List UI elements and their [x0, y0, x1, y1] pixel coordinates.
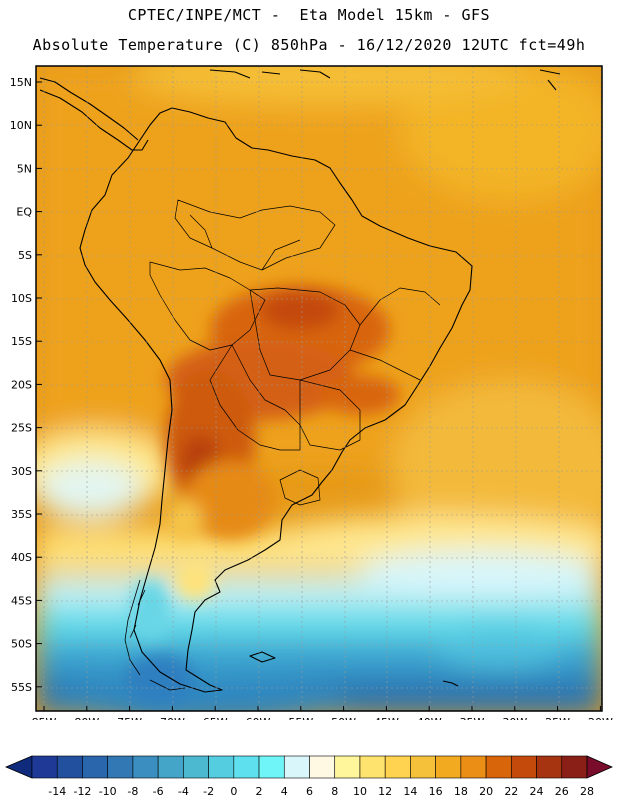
colorbar-cell [460, 755, 487, 779]
colorbar-cell [82, 755, 108, 779]
longitude-label: 70W [160, 716, 185, 720]
colorbar-cell [132, 755, 159, 779]
colorbar-cell [435, 755, 462, 779]
longitude-label: 20W [588, 716, 613, 720]
latitude-label: 10S [11, 292, 32, 305]
colorbar-label: -2 [203, 785, 214, 798]
chart-title-line-1: CPTEC/INPE/MCT - Eta Model 15km - GFS [127, 6, 491, 24]
colorbar-cell [233, 755, 260, 779]
latitude-label: 5S [18, 249, 32, 262]
colorbar-label: 26 [555, 785, 569, 798]
colorbar-label: -14 [48, 785, 66, 798]
colorbar-labels: -14 -12 -10 -8 -6 -4 -2 0 2 4 6 8 10 12 14 16 18 20 22 24 26… [48, 785, 594, 798]
latitude-label: 25S [11, 422, 32, 435]
colorbar-label: 6 [306, 785, 313, 798]
latitude-label: 30S [11, 465, 32, 478]
longitude-label: 60W [246, 716, 271, 720]
longitude-label: 85W [32, 716, 57, 720]
colorbar-label: 22 [504, 785, 518, 798]
temperature-field [36, 66, 602, 711]
colorbar-cell [309, 755, 336, 779]
colorbar-cell [334, 755, 361, 779]
colorbar-cell [485, 755, 512, 779]
colorbar-label: 8 [331, 785, 338, 798]
colorbar-label: -12 [73, 785, 91, 798]
colorbar-label: 16 [429, 785, 443, 798]
graticule [36, 66, 602, 711]
colorbar-label: 28 [580, 785, 594, 798]
colorbar-high-arrow [586, 755, 613, 779]
chile-archipelago [124, 579, 186, 691]
central-america-coast [39, 77, 149, 151]
latitude-label: 40S [11, 551, 32, 564]
colorbar-label: 12 [378, 785, 392, 798]
colorbar-label: -8 [127, 785, 138, 798]
colorbar-cell [107, 755, 134, 779]
longitude-label: 50W [331, 716, 356, 720]
latitude-label: 55S [11, 681, 32, 694]
chart-title-line-2: Absolute Temperature (C) 850hPa - 16/12/… [32, 36, 586, 54]
latitude-label: 15S [11, 335, 32, 348]
colorbar-cell [384, 755, 411, 779]
longitude-label: 55W [288, 716, 313, 720]
colorbar-label: -4 [178, 785, 189, 798]
longitude-axis: 85W 80W 75W 70W 65W 60W 55W 50W 45W 40W 35W 30W 25W 2… [32, 706, 613, 720]
colorbar-cell [283, 755, 310, 779]
colorbar-label: -6 [153, 785, 164, 798]
colorbar-cell [183, 755, 209, 779]
temperature-map: 15N 10N 5N EQ 5S 10S 15S 20S 25S 30S 35S 40S 45S 50S 5… [10, 65, 613, 720]
longitude-label: 65W [203, 716, 228, 720]
caribbean-islands [209, 69, 561, 91]
colorbar-label: 24 [530, 785, 544, 798]
longitude-label: 80W [74, 716, 99, 720]
colorbar-label: 20 [479, 785, 493, 798]
colorbar-cell [561, 755, 588, 779]
longitude-label: 30W [502, 716, 527, 720]
longitude-label: 40W [417, 716, 442, 720]
latitude-label: EQ [16, 206, 32, 219]
colorbar-label: 14 [403, 785, 417, 798]
latitude-axis: 15N 10N 5N EQ 5S 10S 15S 20S 25S 30S 35S 40S 45S 50S 5… [10, 76, 42, 694]
colorbar-cell [56, 755, 83, 779]
colorbar-cell [511, 755, 537, 779]
map-frame [35, 65, 603, 712]
colorbar-label: -10 [99, 785, 117, 798]
colorbar-label: 0 [230, 785, 237, 798]
colorbar-label: 2 [256, 785, 263, 798]
coastlines [39, 69, 561, 693]
south-america-coast [79, 107, 473, 693]
longitude-label: 35W [460, 716, 485, 720]
colorbar-cell [258, 755, 285, 779]
country-borders [149, 199, 441, 506]
colorbar-cell [208, 755, 235, 779]
colorbar-label: 10 [353, 785, 367, 798]
longitude-label: 25W [545, 716, 570, 720]
colorbar-cell [157, 755, 184, 779]
colorbar-label: 4 [281, 785, 288, 798]
latitude-label: 10N [10, 119, 32, 132]
colorbar: -14 -12 -10 -8 -6 -4 -2 0 2 4 6 8 10 12 14 16 18 20 22 24 26… [4, 755, 613, 798]
latitude-label: 20S [11, 378, 32, 391]
colorbar-cell [359, 755, 386, 779]
falkland-islands [249, 651, 459, 687]
latitude-label: 5N [17, 162, 32, 175]
latitude-label: 15N [10, 76, 32, 89]
colorbar-cells [31, 755, 588, 779]
latitude-label: 45S [11, 594, 32, 607]
colorbar-low-arrow [4, 755, 33, 779]
colorbar-label: 18 [454, 785, 468, 798]
colorbar-cell [31, 755, 58, 779]
latitude-label: 35S [11, 508, 32, 521]
colorbar-cell [410, 755, 436, 779]
longitude-label: 75W [117, 716, 142, 720]
colorbar-cell [536, 755, 563, 779]
longitude-label: 45W [374, 716, 399, 720]
latitude-label: 50S [11, 638, 32, 651]
